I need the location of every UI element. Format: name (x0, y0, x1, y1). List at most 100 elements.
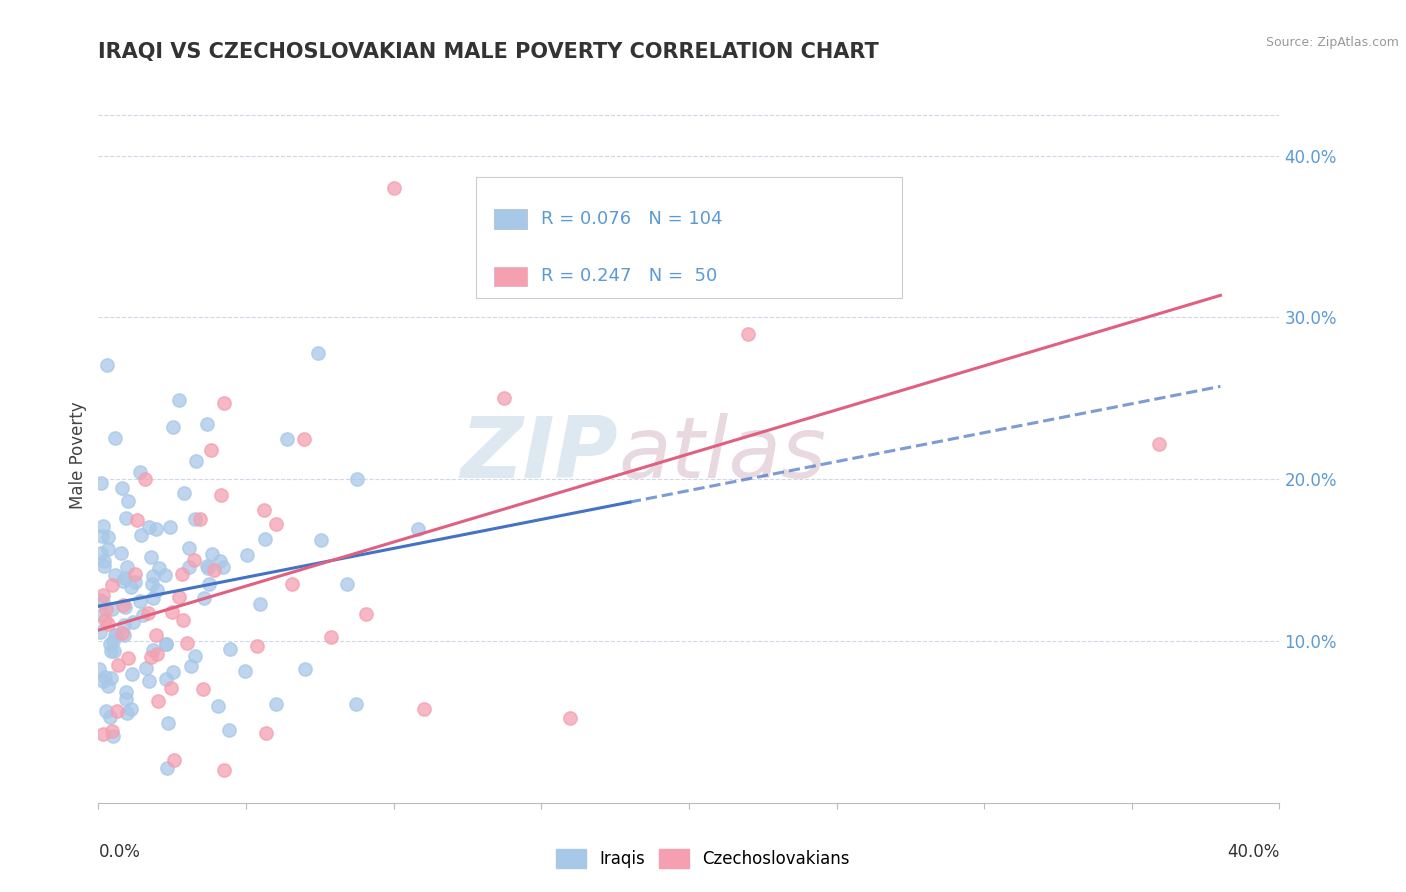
Point (155, 672, 177, 686)
Point (172, 567, 194, 582)
Point (605, 278, 627, 293)
Point (114, 600, 136, 615)
Point (100, 724, 122, 739)
Point (195, 558, 218, 573)
Point (184, 512, 207, 526)
FancyBboxPatch shape (494, 267, 527, 286)
Point (146, 582, 169, 597)
Point (145, 628, 167, 642)
Point (90, 476, 112, 491)
Point (100, 672, 122, 686)
Point (193, 591, 215, 605)
Point (94, 670, 117, 684)
Point (209, 554, 232, 568)
Text: R = 0.076   N = 104: R = 0.076 N = 104 (541, 211, 723, 228)
Point (212, 560, 235, 574)
Point (91, 589, 114, 603)
Point (163, 753, 186, 767)
Text: 40.0%: 40.0% (1227, 843, 1279, 861)
Point (183, 553, 205, 567)
Point (139, 649, 162, 664)
Point (100, 644, 122, 658)
Point (191, 682, 214, 697)
Point (292, 432, 315, 446)
Point (94, 613, 117, 627)
Point (110, 546, 132, 560)
Text: atlas: atlas (619, 413, 827, 497)
Point (110, 626, 132, 640)
Point (212, 764, 235, 778)
Point (97, 530, 120, 544)
Point (111, 482, 134, 496)
Point (558, 711, 581, 725)
Point (103, 644, 125, 658)
Point (264, 697, 287, 711)
Point (177, 560, 200, 574)
Point (155, 638, 177, 652)
Point (167, 591, 190, 605)
Y-axis label: Male Poverty: Male Poverty (69, 401, 87, 508)
Point (117, 560, 139, 574)
Point (128, 466, 150, 480)
Point (737, 326, 759, 341)
Point (141, 577, 163, 591)
Point (112, 618, 135, 632)
Point (219, 642, 242, 657)
FancyBboxPatch shape (494, 210, 527, 229)
Point (145, 523, 167, 537)
Point (124, 575, 146, 590)
Point (212, 396, 235, 410)
Point (117, 706, 139, 721)
Point (254, 725, 277, 739)
Point (160, 681, 183, 696)
Point (188, 512, 211, 526)
Point (236, 548, 259, 562)
Point (103, 627, 125, 641)
Point (319, 630, 342, 644)
Point (129, 527, 152, 541)
Point (157, 715, 180, 730)
Point (413, 702, 436, 716)
Point (336, 577, 359, 591)
Point (117, 493, 139, 508)
Point (97, 679, 120, 693)
Point (354, 607, 377, 621)
Point (159, 519, 181, 533)
Point (280, 577, 302, 591)
Point (112, 628, 135, 642)
Point (90, 529, 112, 543)
Point (122, 615, 145, 630)
Point (179, 541, 201, 555)
Point (197, 577, 219, 591)
Point (146, 647, 169, 661)
Point (201, 547, 224, 561)
Point (114, 571, 136, 585)
Point (135, 661, 157, 675)
Point (115, 692, 138, 706)
Point (148, 561, 170, 575)
Point (93, 595, 115, 609)
Point (266, 516, 288, 531)
Text: R = 0.247   N =  50: R = 0.247 N = 50 (541, 268, 717, 285)
Point (173, 485, 195, 500)
Point (195, 417, 218, 432)
Point (111, 574, 134, 589)
Point (90, 607, 112, 622)
Text: 0.0%: 0.0% (98, 843, 141, 861)
Point (96, 358, 118, 372)
Point (233, 664, 256, 678)
Point (138, 674, 160, 689)
Point (115, 511, 138, 525)
Point (105, 628, 128, 642)
Point (93, 727, 115, 741)
Point (162, 665, 184, 680)
Point (125, 513, 148, 527)
Point (309, 533, 332, 547)
Point (94, 705, 117, 719)
Point (156, 761, 179, 775)
Point (167, 393, 190, 408)
Point (155, 636, 177, 650)
Point (96, 541, 118, 556)
Point (101, 601, 124, 615)
Text: ZIP: ZIP (460, 413, 619, 497)
